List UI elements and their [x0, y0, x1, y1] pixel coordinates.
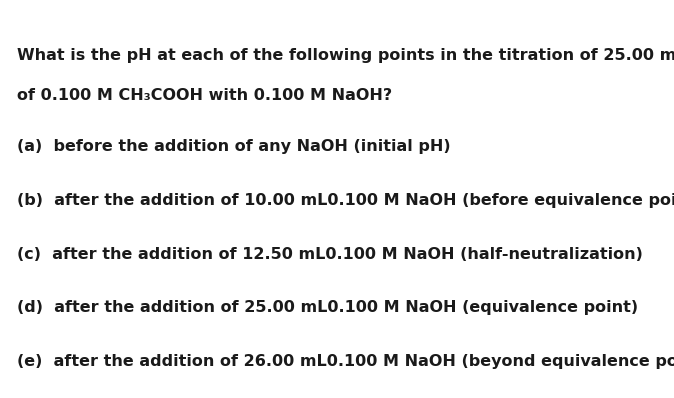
Text: What is the pH at each of the following points in the titration of 25.00 mL: What is the pH at each of the following …: [17, 48, 674, 63]
Text: (a)  before the addition of any NaOH (initial pH): (a) before the addition of any NaOH (ini…: [17, 139, 450, 154]
Text: (c)  after the addition of 12.50 mL0.100 M NaOH (half-neutralization): (c) after the addition of 12.50 mL0.100 …: [17, 247, 643, 262]
Text: of 0.100 M CH₃COOH with 0.100 M NaOH?: of 0.100 M CH₃COOH with 0.100 M NaOH?: [17, 88, 392, 103]
Text: (b)  after the addition of 10.00 mL0.100 M NaOH (before equivalence point): (b) after the addition of 10.00 mL0.100 …: [17, 193, 674, 208]
Text: (e)  after the addition of 26.00 mL0.100 M NaOH (beyond equivalence point): (e) after the addition of 26.00 mL0.100 …: [17, 354, 674, 369]
Text: (d)  after the addition of 25.00 mL0.100 M NaOH (equivalence point): (d) after the addition of 25.00 mL0.100 …: [17, 300, 638, 316]
